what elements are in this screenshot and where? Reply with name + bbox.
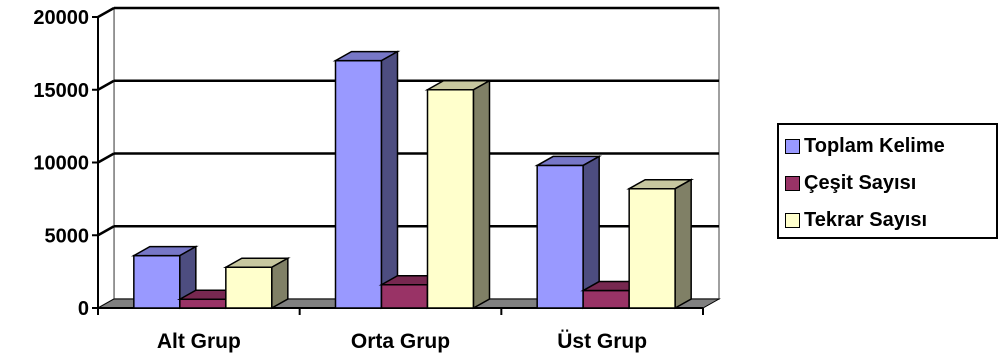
- x-tick-label: Orta Grup: [351, 330, 450, 353]
- bar-side: [472, 79, 491, 310]
- bar-front: [582, 289, 630, 309]
- legend-label: Toplam Kelime: [804, 134, 945, 157]
- bar: [332, 50, 401, 310]
- bars: [130, 50, 695, 310]
- bar-front: [380, 283, 429, 309]
- gridline: [97, 152, 115, 164]
- legend-swatch: [785, 138, 800, 154]
- y-tick-label: 5000: [45, 225, 90, 247]
- legend-label: Tekrar Sayısı: [804, 208, 928, 231]
- gridlines: [97, 6, 719, 237]
- legend: Toplam Kelime Çeşit Sayısı Tekrar Sayısı: [777, 123, 998, 239]
- gridline: [97, 6, 115, 19]
- bar: [424, 79, 493, 310]
- y-tick-label: 10000: [33, 153, 89, 175]
- x-axis-ticks: Alt Grup Orta Grup Üst Grup: [97, 308, 704, 353]
- x-tick-label: Üst Grup: [557, 330, 647, 353]
- bar-side: [674, 178, 692, 310]
- legend-swatch: [785, 175, 800, 191]
- y-tick-label: 20000: [33, 7, 89, 29]
- bar-front: [225, 266, 273, 309]
- gridline: [97, 225, 115, 237]
- bar: [534, 155, 603, 310]
- bar-front: [536, 164, 584, 309]
- gridline: [97, 79, 115, 91]
- y-tick-label: 15000: [33, 80, 89, 102]
- bar-front: [426, 89, 475, 309]
- legend-item-tekrar-sayisi: Tekrar Sayısı: [785, 208, 927, 232]
- bar-front: [133, 254, 181, 309]
- bar: [222, 256, 291, 310]
- bar-side: [380, 50, 399, 310]
- y-tick-label: 0: [78, 298, 89, 320]
- bar-front: [179, 298, 227, 309]
- x-tick-label: Alt Grup: [157, 330, 241, 353]
- y-axis-ticks: 0 5000 10000 15000 20000: [33, 7, 98, 320]
- legend-item-toplam-kelime: Toplam Kelime: [785, 134, 945, 158]
- bar: [626, 178, 695, 310]
- legend-swatch: [785, 212, 800, 228]
- bar-front: [334, 59, 383, 309]
- bar-front: [628, 187, 676, 309]
- bar-side: [271, 256, 289, 310]
- legend-label: Çeşit Sayısı: [804, 171, 917, 194]
- legend-item-cesit-sayisi: Çeşit Sayısı: [785, 171, 916, 195]
